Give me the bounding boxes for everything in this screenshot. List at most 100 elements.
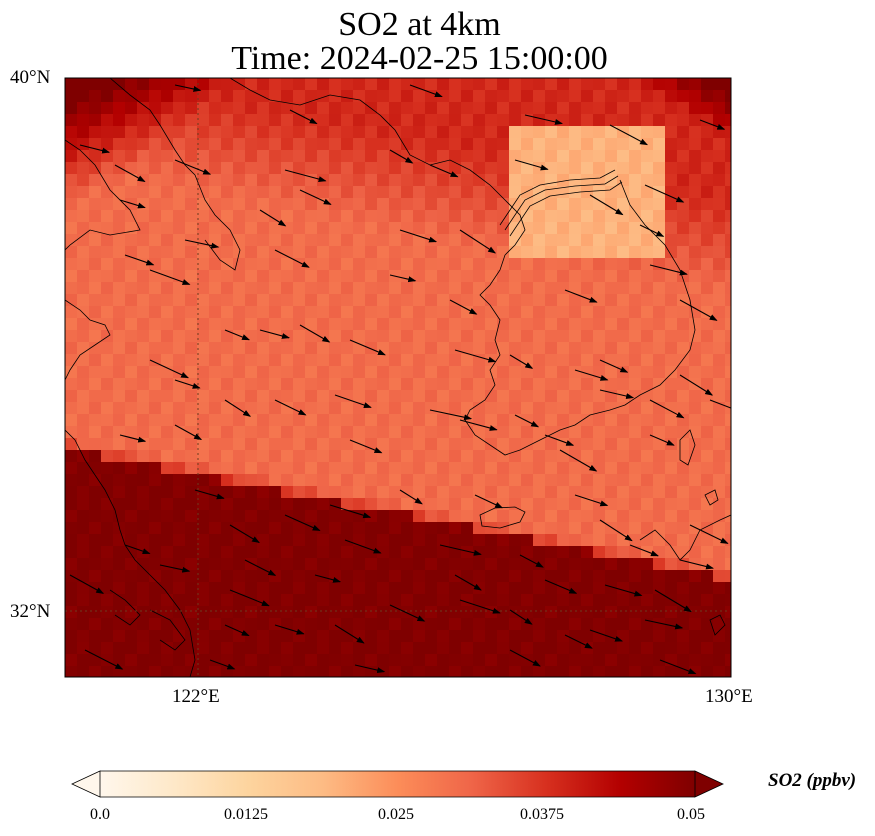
wind-vector-arrow — [524, 114, 563, 125]
wind-vector-arrow — [599, 519, 633, 542]
wind-vector-arrow — [459, 599, 501, 614]
wind-vector-arrow — [644, 619, 684, 630]
wind-vector-arrow — [224, 329, 251, 341]
wind-vector-arrow — [329, 504, 372, 519]
wind-vector-arrow — [389, 604, 426, 622]
wind-vector-arrow — [229, 589, 270, 607]
gridlines — [65, 78, 731, 677]
lat-tick-32: 32°N — [10, 601, 51, 622]
wind-vector-arrow — [344, 539, 382, 554]
wind-vector-arrow — [609, 124, 648, 146]
wind-vector-arrow — [409, 84, 443, 98]
wind-vector-arrow — [649, 264, 688, 276]
wind-vector-arrow — [69, 574, 105, 594]
map-panel — [65, 78, 731, 677]
wind-vector-arrow — [514, 414, 540, 428]
wind-vector-arrow — [334, 624, 365, 644]
wind-vector-arrow — [284, 169, 327, 182]
wind-vector-arrow — [599, 359, 629, 373]
wind-vector-arrow — [519, 554, 544, 568]
map-title-line-2: Time: 2024-02-25 15:00:00 — [231, 40, 608, 77]
wind-vectors — [69, 84, 731, 675]
wind-vector-arrow — [224, 399, 252, 417]
wind-vector-arrow — [589, 194, 624, 216]
wind-vector-arrow — [654, 589, 692, 613]
wind-vector-arrow — [184, 239, 220, 249]
wind-vector-arrow — [114, 164, 146, 182]
wind-vector-arrow — [699, 119, 726, 130]
wind-vector-arrow — [679, 559, 714, 570]
wind-vector-arrow — [544, 434, 575, 446]
wind-vector-arrow — [454, 349, 497, 363]
wind-vector-arrow — [124, 544, 151, 555]
wind-vector-arrow — [439, 544, 482, 556]
wind-vector-arrow — [509, 354, 534, 369]
wind-vector-arrow — [174, 84, 202, 92]
wind-vector-arrow — [574, 369, 609, 381]
colorbar-extend-min — [71, 770, 101, 798]
wind-vector-arrow — [159, 564, 191, 573]
wind-vector-arrow — [459, 419, 498, 431]
wind-vector-arrow — [119, 434, 147, 443]
wind-vector-arrow — [174, 379, 201, 389]
wind-vector-arrow — [509, 609, 533, 625]
wind-vector-arrow — [244, 559, 277, 576]
wind-vector-arrow — [589, 629, 624, 642]
wind-vector-arrow — [399, 489, 423, 505]
wind-vector-arrow — [349, 439, 383, 454]
wind-vector-arrow — [354, 664, 386, 674]
wind-vector-arrow — [209, 659, 236, 670]
wind-vector-arrow — [149, 269, 191, 285]
wind-vector-arrow — [474, 494, 504, 509]
wind-vector-arrow — [649, 399, 685, 419]
wind-vector-arrow — [259, 329, 290, 339]
lon-tick-130: 130°E — [705, 686, 753, 707]
wind-vector-arrow — [679, 299, 718, 321]
map-frame — [64, 77, 732, 678]
wind-vector-arrow — [639, 224, 665, 237]
wind-vector-arrow — [79, 144, 111, 154]
wind-vector-arrow — [259, 209, 287, 227]
wind-vector-arrow — [334, 394, 372, 408]
wind-vector-arrow — [644, 184, 685, 203]
colorbar-label: SO2 (ppbv) — [768, 770, 857, 791]
lat-tick-40: 40°N — [10, 67, 51, 88]
wind-vector-arrow — [599, 389, 635, 399]
wind-vector-arrow — [659, 659, 697, 675]
wind-vector-arrow — [149, 359, 190, 379]
colorbar — [71, 770, 724, 798]
wind-vector-arrow — [604, 584, 643, 597]
lon-tick-122: 122°E — [172, 686, 220, 707]
map-title-line-1: SO2 at 4km — [338, 6, 501, 43]
wind-vector-arrow — [564, 289, 598, 303]
wind-vector-arrow — [299, 189, 332, 205]
wind-vector-arrow — [274, 399, 307, 416]
wind-vector-arrow — [399, 229, 438, 243]
wind-vector-arrow — [389, 274, 417, 283]
wind-vector-arrow — [514, 159, 549, 171]
wind-vector-arrow — [124, 254, 155, 266]
colorbar-extend-max — [694, 770, 724, 798]
wind-vector-arrow — [459, 229, 497, 254]
wind-vector-arrow — [449, 299, 478, 315]
wind-vector-arrow — [284, 514, 321, 532]
wind-vector-arrow — [289, 109, 318, 125]
wind-vector-arrow — [174, 424, 203, 440]
wind-vector-arrow — [709, 399, 731, 409]
wind-vector-arrow — [274, 624, 305, 635]
wind-vector-arrow — [559, 449, 598, 472]
wind-vector-arrow — [194, 489, 225, 500]
wind-vector-arrow — [454, 574, 482, 591]
wind-vector-arrow — [429, 164, 459, 178]
wind-vector-arrow — [544, 579, 578, 594]
wind-vector-arrow — [689, 524, 729, 544]
colorbar-tick-3: 0.0375 — [520, 806, 564, 823]
wind-vector-arrow — [429, 409, 473, 421]
wind-vector-arrow — [389, 149, 414, 164]
wind-vector-arrow — [509, 649, 541, 667]
colorbar-tick-1: 0.0125 — [224, 806, 268, 823]
coastlines — [65, 78, 731, 677]
wind-vector-arrow — [349, 339, 386, 356]
wind-vector-arrow — [119, 199, 146, 209]
